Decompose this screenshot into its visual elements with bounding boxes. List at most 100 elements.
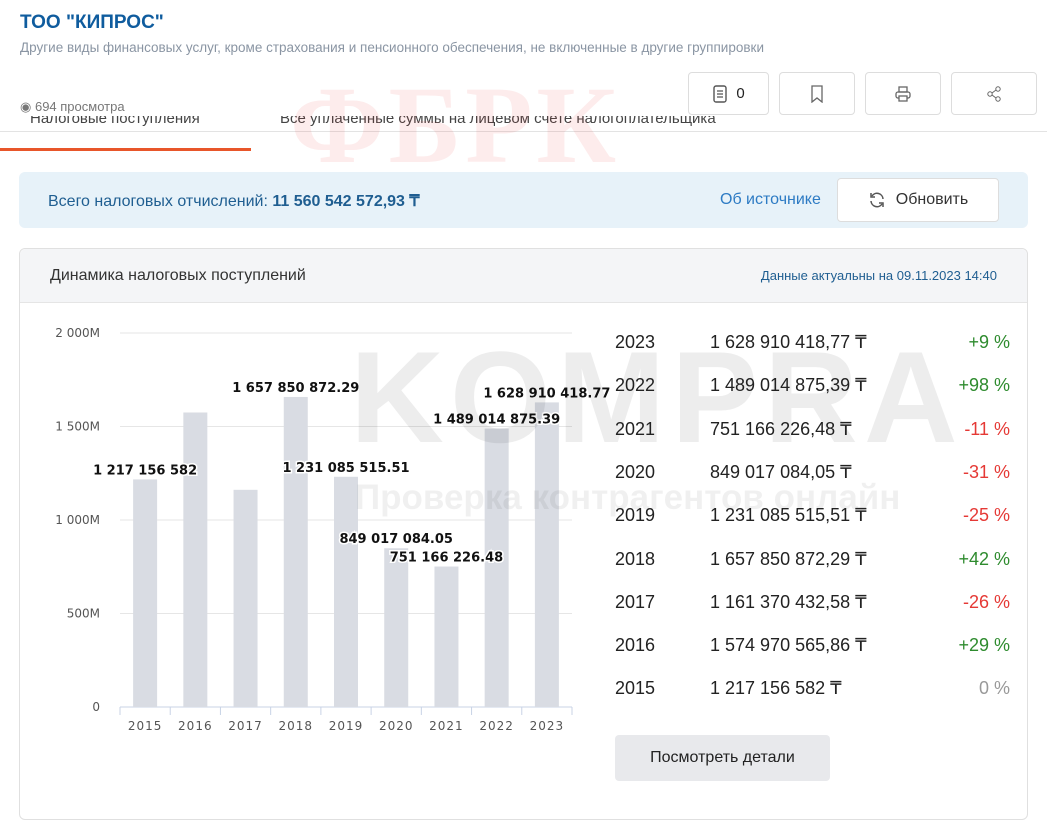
row-change: +42 % (958, 548, 1010, 569)
row-year: 2019 (615, 505, 656, 526)
bar-2021 (434, 566, 459, 707)
watermark-fbrk: ФБРК (290, 64, 621, 186)
x-tick-label: 2016 (178, 719, 213, 733)
row-change: +9 % (968, 332, 1010, 352)
table-row: 2018 1 657 850 872,29 ₸ +42 % (615, 549, 1010, 579)
x-tick-label: 2019 (329, 719, 364, 733)
y-tick-label: 1 000M (55, 513, 100, 527)
about-source-link[interactable]: Об источнике (720, 191, 821, 208)
bar-2020 (384, 548, 409, 707)
row-change: -31 % (962, 461, 1010, 482)
watermark-kompra: KOMPRA (350, 324, 964, 470)
x-tick-label: 2020 (379, 719, 414, 733)
share-button[interactable] (951, 72, 1037, 115)
active-tab-indicator (0, 148, 251, 151)
data-label-2021: 751 166 226.48 (390, 551, 504, 566)
refresh-button[interactable]: Обновить (837, 178, 999, 222)
tab-all-payments[interactable]: Все уплаченные суммы на лицевом счете на… (280, 116, 716, 127)
table-row: 2017 1 161 370 432,58 ₸ -26 % (615, 592, 1010, 622)
bar-2017 (233, 489, 258, 707)
table-row: 2023 1 628 910 418,77 ₸ +9 % (615, 332, 1010, 362)
notes-icon (713, 84, 728, 103)
table-row: 2019 1 231 085 515,51 ₸ -25 % (615, 505, 1010, 535)
total-label-text: Всего налоговых отчислений: (48, 193, 268, 210)
row-amount: 849 017 084,05 ₸ (710, 461, 852, 482)
row-amount: 1 628 910 418,77 ₸ (710, 332, 867, 352)
row-amount: 1 161 370 432,58 ₸ (710, 591, 867, 612)
company-activity: Другие виды финансовых услуг, кроме стра… (20, 40, 764, 55)
x-tick-label: 2017 (228, 719, 263, 733)
print-icon (895, 85, 911, 102)
data-label-2018: 1 657 850 872.29 (232, 381, 359, 396)
bookmark-icon (811, 84, 823, 103)
row-amount: 751 166 226,48 ₸ (710, 418, 852, 439)
row-year: 2021 (615, 418, 656, 439)
bar-2022 (484, 428, 509, 707)
views-count: ◉ 694 просмотра (20, 99, 125, 115)
y-tick-label: 2 000M (55, 326, 100, 340)
row-year: 2020 (615, 461, 656, 482)
y-tick-label: 500M (67, 607, 100, 621)
row-amount: 1 217 156 582 ₸ (710, 678, 842, 699)
row-amount: 1 657 850 872,29 ₸ (710, 548, 867, 569)
total-value: 11 560 542 572,93 ₸ (272, 193, 420, 210)
total-label: Всего налоговых отчислений: 11 560 542 5… (48, 191, 420, 211)
data-label-2023: 1 628 910 418.77 (483, 386, 610, 401)
tax-dynamics-card: Динамика налоговых поступлений Данные ак… (19, 248, 1028, 820)
bar-2016 (183, 412, 208, 707)
views-text: 694 просмотра (34, 99, 125, 114)
notes-count: 0 (736, 85, 745, 102)
x-tick-label: 2018 (279, 719, 314, 733)
data-label-2015: 1 217 156 582 (93, 463, 197, 478)
row-amount: 1 231 085 515,51 ₸ (710, 505, 867, 526)
row-year: 2018 (615, 548, 656, 569)
table-row: 2015 1 217 156 582 ₸ 0 % (615, 678, 1010, 708)
watermark-tagline: Проверка контрагентов онлайн (355, 478, 901, 517)
share-icon (987, 85, 1001, 102)
bar-2015 (133, 479, 158, 707)
bar-2023 (534, 402, 559, 707)
bar-2018 (283, 396, 308, 707)
row-year: 2016 (615, 635, 656, 656)
row-year: 2023 (615, 332, 656, 352)
y-tick-label: 0 (92, 700, 100, 714)
row-change: 0 % (978, 678, 1010, 699)
tabs: Налоговые поступления Все уплаченные сум… (0, 116, 1047, 132)
tab-tax-receipts[interactable]: Налоговые поступления (30, 116, 200, 127)
print-button[interactable] (865, 72, 941, 115)
row-year: 2015 (615, 678, 656, 699)
eye-icon: ◉ (20, 99, 32, 114)
table-row: 2021 751 166 226,48 ₸ -11 % (615, 419, 1010, 449)
x-tick-label: 2015 (128, 719, 163, 733)
card-title: Динамика налоговых поступлений (50, 267, 306, 284)
view-details-button[interactable]: Посмотреть детали (615, 735, 830, 781)
data-label-2019: 1 231 085 515.51 (282, 461, 409, 476)
row-change: -25 % (962, 505, 1010, 526)
x-tick-label: 2023 (530, 719, 565, 733)
x-tick-label: 2021 (429, 719, 464, 733)
data-label-2022: 1 489 014 875.39 (433, 413, 560, 428)
row-change: +29 % (958, 635, 1010, 656)
bar-2019 (334, 476, 358, 707)
row-amount: 1 574 970 565,86 ₸ (710, 635, 867, 656)
table-row: 2016 1 574 970 565,86 ₸ +29 % (615, 635, 1010, 665)
table-row: 2020 849 017 084,05 ₸ -31 % (615, 462, 1010, 492)
bookmark-button[interactable] (779, 72, 855, 115)
card-header: Динамика налоговых поступлений Данные ак… (20, 249, 1027, 303)
row-amount: 1 489 014 875,39 ₸ (710, 375, 867, 396)
refresh-icon (870, 192, 884, 208)
row-change: +98 % (958, 375, 1010, 396)
company-title: ТОО "КИПРОС" (20, 12, 164, 33)
refresh-label: Обновить (895, 191, 969, 208)
row-change: -11 % (964, 418, 1010, 439)
data-actual-date: Данные актуальны на 09.11.2023 14:40 (760, 268, 997, 283)
x-tick-label: 2022 (479, 719, 514, 733)
data-label-2020: 849 017 084.05 (339, 532, 453, 547)
row-year: 2022 (615, 375, 656, 396)
y-tick-label: 1 500M (55, 420, 100, 434)
row-change: -26 % (962, 591, 1010, 612)
summary-banner: Всего налоговых отчислений: 11 560 542 5… (19, 172, 1028, 228)
notes-button[interactable]: 0 (688, 72, 769, 115)
row-year: 2017 (615, 591, 656, 612)
